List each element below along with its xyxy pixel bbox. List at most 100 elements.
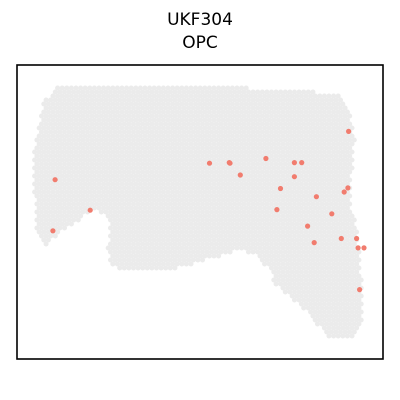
tissue-spot bbox=[321, 325, 327, 331]
tissue-spot bbox=[236, 217, 242, 223]
tissue-spot bbox=[112, 233, 118, 239]
tissue-spot bbox=[165, 221, 171, 227]
tissue-spot bbox=[108, 177, 113, 183]
tissue-spot bbox=[154, 161, 159, 167]
tissue-spot bbox=[232, 153, 238, 159]
tissue-spot bbox=[243, 117, 249, 123]
tissue-spot bbox=[163, 161, 169, 167]
tissue-spot bbox=[315, 249, 320, 255]
tissue-spot bbox=[163, 201, 169, 207]
tissue-spot bbox=[278, 265, 284, 271]
tissue-spot bbox=[328, 329, 334, 335]
tissue-spot bbox=[354, 261, 360, 267]
tissue-spot bbox=[266, 133, 272, 139]
tissue-spot bbox=[239, 149, 245, 155]
tissue-spot bbox=[179, 117, 185, 123]
tissue-spot bbox=[308, 189, 314, 195]
tissue-spot bbox=[287, 249, 293, 255]
tissue-spot bbox=[289, 221, 295, 227]
tissue-spot bbox=[174, 189, 180, 195]
tissue-spot bbox=[213, 113, 219, 119]
tissue-spot bbox=[131, 225, 136, 231]
tissue-spot bbox=[269, 241, 274, 247]
tissue-spot bbox=[200, 153, 205, 159]
tissue-spot bbox=[140, 225, 146, 231]
tissue-spot bbox=[64, 165, 70, 171]
tissue-spot bbox=[317, 309, 323, 315]
tissue-spot bbox=[78, 125, 84, 131]
tissue-spot bbox=[174, 149, 180, 155]
tissue-spot bbox=[55, 221, 61, 227]
tissue-spot bbox=[326, 141, 332, 147]
tissue-spot bbox=[243, 237, 249, 243]
tissue-spot bbox=[248, 133, 254, 139]
tissue-spot bbox=[103, 193, 109, 199]
tissue-spot bbox=[319, 113, 325, 119]
tissue-spot bbox=[108, 201, 113, 207]
tissue-spot bbox=[55, 101, 61, 107]
tissue-spot bbox=[158, 185, 164, 191]
tissue-spot bbox=[188, 245, 194, 251]
tissue-spot bbox=[112, 249, 118, 255]
tissue-spot bbox=[308, 309, 314, 315]
tissue-spot bbox=[202, 213, 208, 219]
tissue-spot bbox=[135, 97, 141, 103]
tissue-spot bbox=[229, 197, 235, 203]
tissue-spot bbox=[39, 185, 44, 191]
tissue-spot bbox=[34, 161, 40, 167]
tissue-spot bbox=[197, 245, 203, 251]
tissue-spot bbox=[105, 101, 111, 107]
tissue-spot bbox=[75, 153, 81, 159]
tissue-spot bbox=[147, 157, 153, 163]
tissue-spot bbox=[179, 85, 185, 91]
tissue-spot bbox=[223, 225, 228, 231]
tissue-spot bbox=[321, 277, 327, 283]
tissue-spot bbox=[154, 225, 159, 231]
tissue-spot bbox=[202, 205, 208, 211]
tissue-spot bbox=[250, 145, 256, 151]
tissue-spot bbox=[259, 241, 265, 247]
tissue-spot bbox=[211, 245, 217, 251]
tissue-spot bbox=[50, 93, 56, 99]
tissue-spot bbox=[328, 265, 334, 271]
tissue-spot bbox=[259, 169, 265, 175]
tissue-spot bbox=[193, 109, 199, 115]
tissue-spot bbox=[121, 105, 127, 111]
tissue-spot bbox=[108, 89, 113, 95]
tissue-spot bbox=[181, 137, 187, 143]
tissue-spot bbox=[108, 193, 113, 199]
tissue-spot bbox=[181, 105, 187, 111]
tissue-spot bbox=[202, 189, 208, 195]
tissue-spot bbox=[124, 133, 130, 139]
tissue-spot bbox=[328, 281, 334, 287]
tissue-spot bbox=[149, 137, 155, 143]
tissue-spot bbox=[73, 149, 79, 155]
tissue-spot bbox=[259, 225, 265, 231]
tissue-spot bbox=[227, 217, 233, 223]
tissue-spot bbox=[160, 85, 166, 91]
tissue-spot bbox=[197, 125, 203, 131]
tissue-spot bbox=[121, 233, 127, 239]
tissue-spot bbox=[174, 93, 180, 99]
tissue-spot bbox=[188, 133, 194, 139]
tissue-spot bbox=[303, 181, 309, 187]
tissue-spot bbox=[82, 125, 88, 131]
tissue-spot bbox=[94, 97, 100, 103]
tissue-spot bbox=[347, 249, 353, 255]
tissue-spot bbox=[158, 257, 164, 263]
tissue-spot bbox=[310, 289, 316, 295]
tissue-spot bbox=[239, 165, 245, 171]
tissue-spot bbox=[241, 169, 247, 175]
tissue-spot bbox=[280, 221, 286, 227]
tissue-spot bbox=[174, 261, 180, 267]
tissue-spot bbox=[179, 189, 185, 195]
tissue-spot bbox=[71, 113, 77, 119]
tissue-spot bbox=[172, 137, 178, 143]
tissue-spot bbox=[229, 141, 235, 147]
tissue-spot bbox=[280, 277, 286, 283]
tissue-spot bbox=[280, 133, 286, 139]
tissue-spot bbox=[43, 145, 49, 151]
tissue-spot bbox=[140, 145, 146, 151]
tissue-spot bbox=[128, 101, 134, 107]
tissue-spot bbox=[41, 165, 47, 171]
